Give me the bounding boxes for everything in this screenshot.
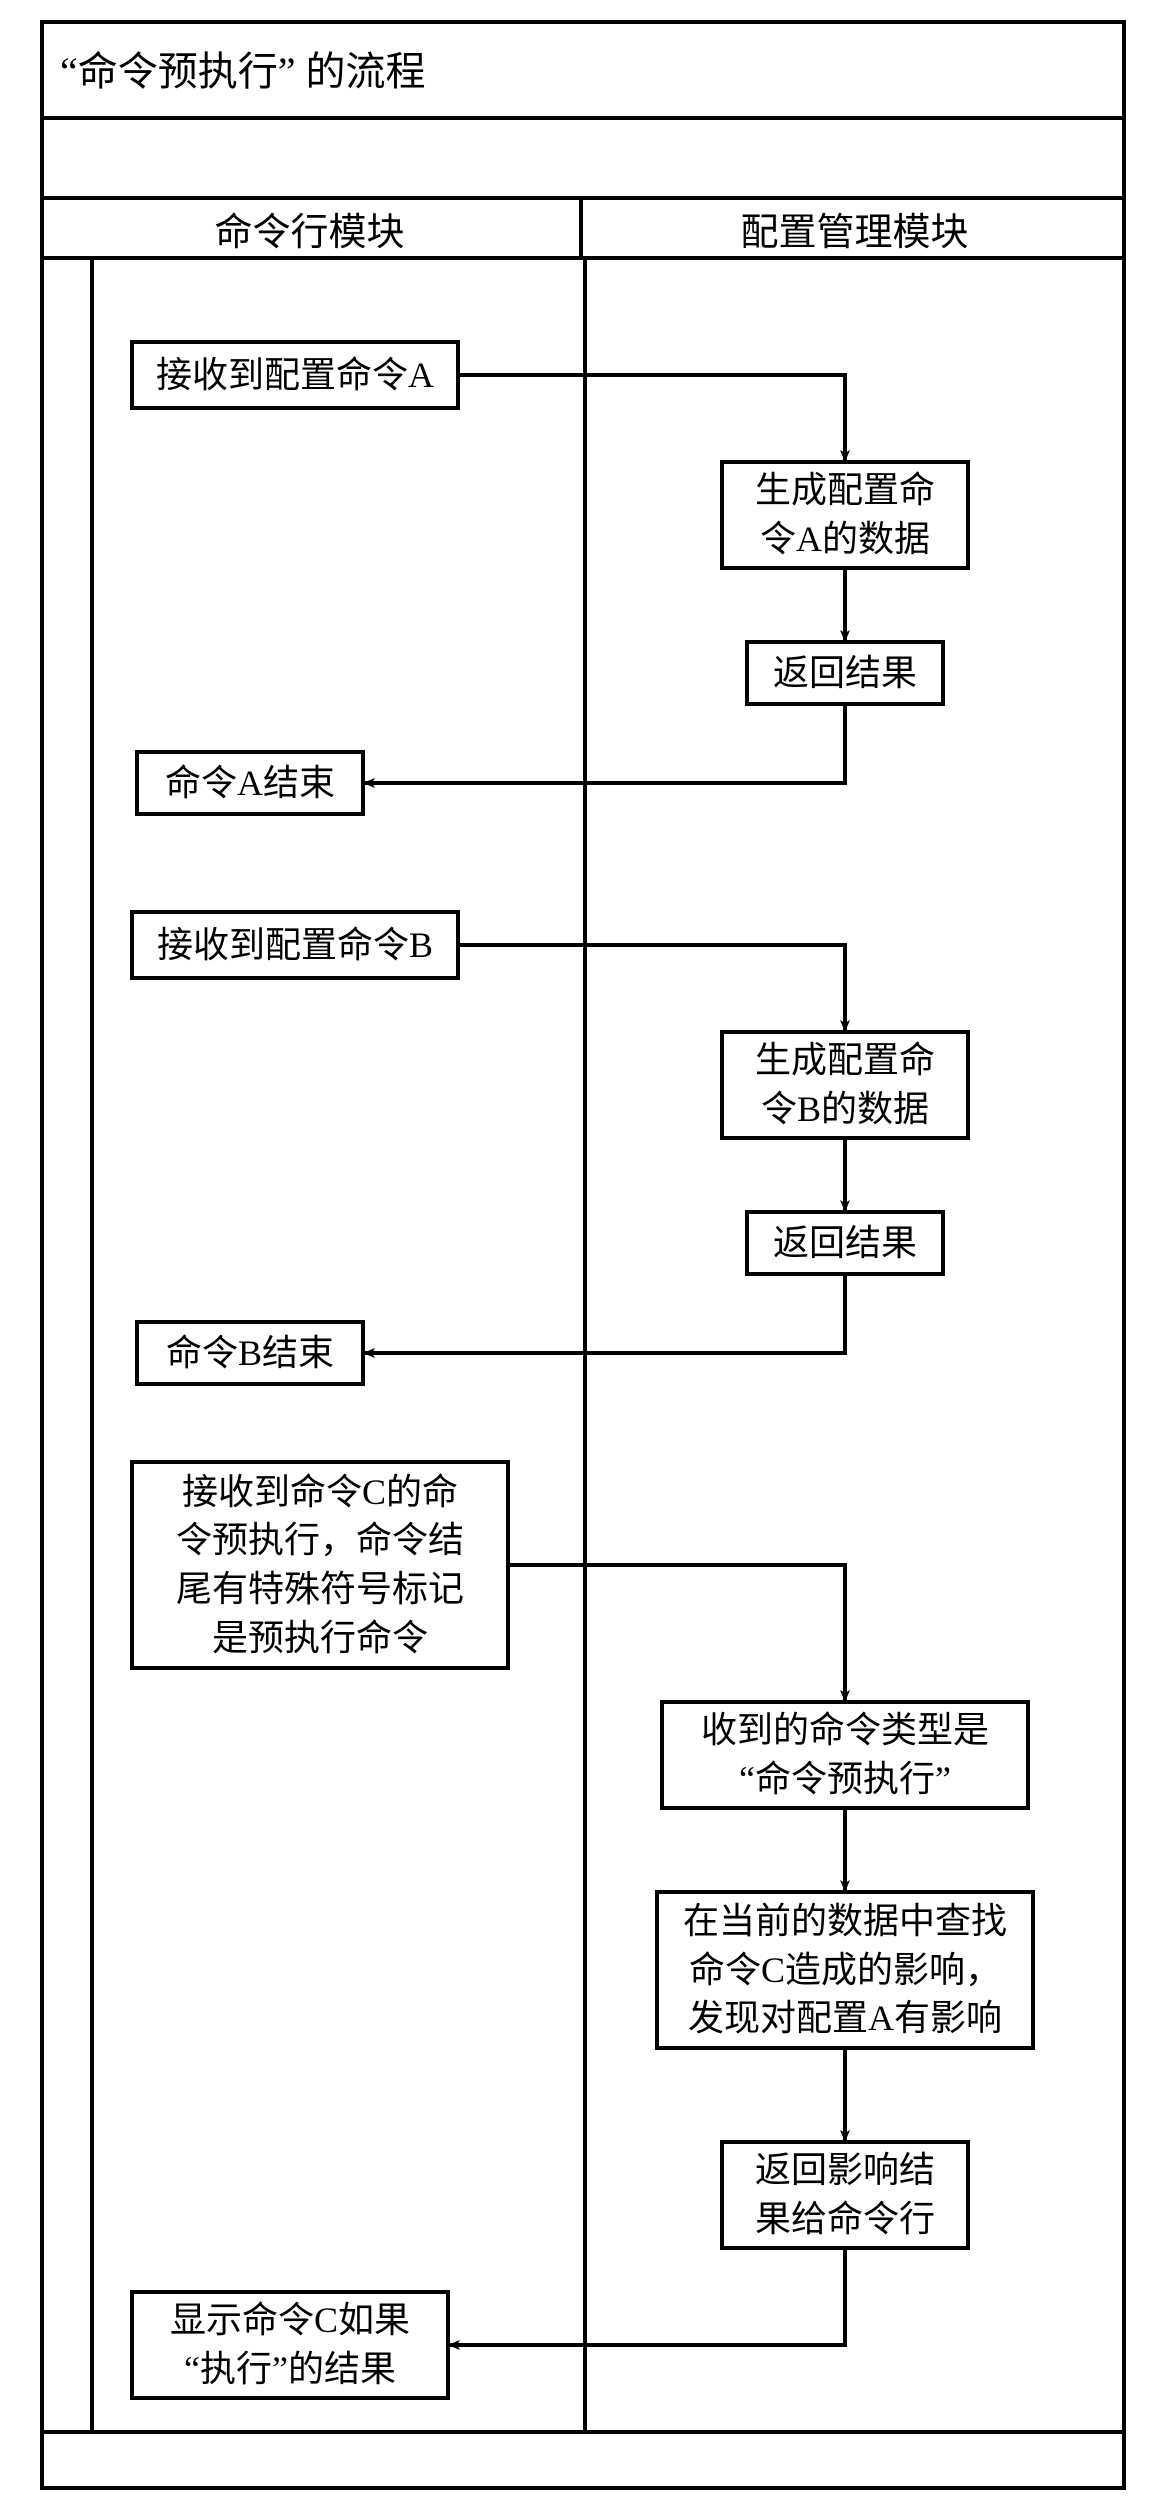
flow-node: 在当前的数据中查找命令C造成的影响，发现对配置A有影响 bbox=[655, 1890, 1035, 2050]
flow-node: 命令B结束 bbox=[135, 1320, 365, 1386]
lane-header-right: 配置管理模块 bbox=[583, 200, 1126, 256]
flow-node: 接收到配置命令A bbox=[130, 340, 460, 410]
flow-node: 生成配置命令A的数据 bbox=[720, 460, 970, 570]
spacer-bar bbox=[40, 120, 1126, 200]
flow-node: 显示命令C如果“执行”的结果 bbox=[130, 2290, 450, 2400]
lane-headers: 命令行模块 配置管理模块 bbox=[40, 200, 1126, 260]
flow-node: 返回影响结果给命令行 bbox=[720, 2140, 970, 2250]
flow-node: 接收到命令C的命令预执行，命令结尾有特殊符号标记是预执行命令 bbox=[130, 1460, 510, 1670]
lane-header-left: 命令行模块 bbox=[40, 200, 583, 256]
diagram-title: “命令预执行” 的流程 bbox=[60, 39, 426, 97]
left-margin-line bbox=[90, 260, 94, 2430]
flow-node: 返回结果 bbox=[745, 1210, 945, 1276]
flow-node: 接收到配置命令B bbox=[130, 910, 460, 980]
flow-node: 返回结果 bbox=[745, 640, 945, 706]
lane-left-label: 命令行模块 bbox=[214, 201, 404, 256]
flow-node: 命令A结束 bbox=[135, 750, 365, 816]
title-bar: “命令预执行” 的流程 bbox=[40, 20, 1126, 120]
flow-node: 收到的命令类型是“命令预执行” bbox=[660, 1700, 1030, 1810]
flow-node: 生成配置命令B的数据 bbox=[720, 1030, 970, 1140]
lane-divider bbox=[583, 260, 587, 2430]
lane-right-label: 配置管理模块 bbox=[740, 201, 968, 256]
diagram-container: “命令预执行” 的流程 命令行模块 配置管理模块 接收到配置命令A 生成配置命令A… bbox=[0, 0, 1166, 2510]
bottom-inner-line bbox=[40, 2430, 1126, 2434]
